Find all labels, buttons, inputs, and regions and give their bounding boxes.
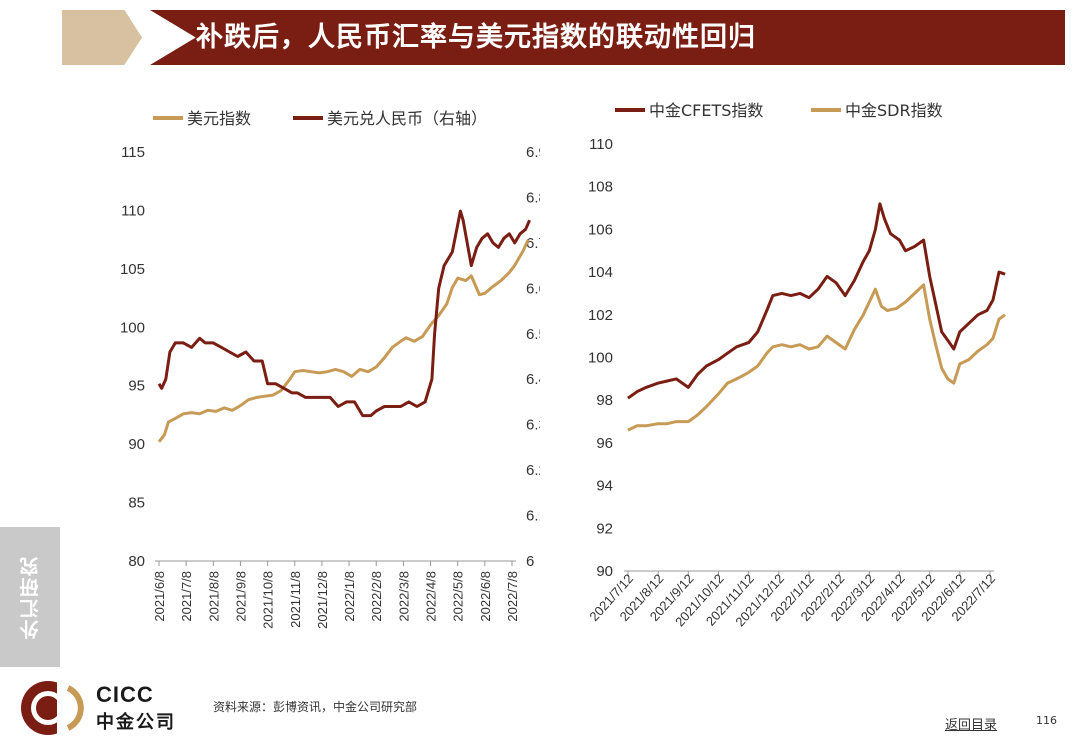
y-right-tick-label: 6.6 — [526, 280, 540, 297]
legend-label: 中金SDR指数 — [845, 101, 943, 120]
y-tick-label: 110 — [121, 202, 145, 219]
y-tick-label: 115 — [121, 144, 145, 161]
y-tick-label: 110 — [589, 136, 613, 153]
x-tick-label: 2021/6/8 — [152, 571, 167, 622]
y-tick-label: 94 — [596, 478, 613, 495]
y-tick-label: 100 — [588, 350, 613, 367]
legend-label: 美元兑人民币（右轴） — [327, 109, 487, 128]
y-right-tick-label: 6.1 — [526, 508, 540, 525]
y-axis-left: 80 85 90 95 100 105 110 115 — [120, 144, 145, 570]
side-tab[interactable] — [0, 527, 60, 667]
y-right-tick-label: 6.9 — [526, 144, 540, 161]
series-line-1 — [157, 238, 530, 443]
x-tick-label: 2022/5/8 — [451, 571, 466, 622]
y-tick-label: 90 — [128, 436, 145, 453]
y-tick-label: 90 — [596, 563, 613, 580]
x-tick-label: 2021/9/8 — [233, 571, 248, 622]
y-tick-label: 85 — [128, 495, 145, 512]
x-tick-label: 2021/12/8 — [315, 571, 330, 629]
plot-area — [627, 202, 1006, 432]
series-line-2 — [627, 283, 1006, 432]
title-banner — [150, 10, 1065, 65]
y-tick-label: 80 — [128, 553, 145, 570]
x-tick-label: 2022/6/8 — [478, 571, 493, 622]
y-tick-label: 106 — [588, 221, 613, 238]
y-axis-left: 90 92 94 96 98 100 102 104 106 108 110 — [588, 136, 613, 580]
x-tick-label: 2021/7/8 — [179, 571, 194, 622]
y-tick-label: 100 — [120, 319, 145, 336]
x-axis: 2021/7/122021/8/122021/9/122021/10/12202… — [586, 570, 998, 629]
y-tick-label: 104 — [588, 264, 613, 281]
y-tick-label: 102 — [588, 307, 613, 324]
x-tick-label: 2022/1/8 — [342, 571, 357, 622]
y-right-tick-label: 6.4 — [526, 371, 540, 388]
y-right-tick-label: 6 — [526, 553, 534, 570]
x-tick-label: 2022/3/8 — [396, 571, 411, 622]
page-title: 补跌后，人民币汇率与美元指数的联动性回归 — [196, 22, 756, 53]
y-tick-label: 105 — [120, 261, 145, 278]
page-number: 116 — [1036, 714, 1057, 727]
logo-text-cn: 中金公司 — [96, 712, 176, 733]
x-axis: 2021/6/8 2021/7/8 2021/8/8 2021/9/8 2021/10/… — [152, 560, 520, 629]
y-tick-label: 108 — [588, 179, 613, 196]
chart-legend: 中金CFETS指数 中金SDR指数 — [615, 101, 943, 120]
y-right-tick-label: 6.5 — [526, 326, 540, 343]
chart-legend: 美元指数 美元兑人民币（右轴） — [153, 109, 487, 128]
series-line-2 — [157, 209, 531, 418]
back-to-contents-link[interactable]: 返回目录 — [945, 718, 998, 733]
banner-accent-tab — [62, 10, 142, 65]
y-axis-right: 6 6.1 6.2 6.3 6.4 6.5 6.6 6.7 6.8 6.9 — [526, 144, 540, 570]
y-right-tick-label: 6.8 — [526, 189, 540, 206]
cicc-logo-icon — [21, 681, 91, 735]
y-tick-label: 98 — [596, 392, 613, 409]
x-tick-label: 2022/2/8 — [369, 571, 384, 622]
x-tick-label: 2021/8/8 — [206, 571, 221, 622]
legend-label: 美元指数 — [187, 109, 251, 128]
y-right-tick-label: 6.7 — [526, 235, 540, 252]
x-tick-label: 2022/7/8 — [505, 571, 520, 622]
plot-area — [157, 209, 531, 443]
x-tick-label: 2021/10/8 — [261, 571, 276, 629]
source-note: 资料来源：彭博资讯，中金公司研究部 — [213, 700, 418, 714]
y-right-tick-label: 6.2 — [526, 462, 540, 479]
y-tick-label: 95 — [128, 378, 145, 395]
y-tick-label: 92 — [596, 520, 613, 537]
y-tick-label: 96 — [596, 435, 613, 452]
x-tick-label: 2022/4/8 — [424, 571, 439, 622]
series-line-1 — [627, 202, 1006, 400]
y-right-tick-label: 6.3 — [526, 417, 540, 434]
x-tick-label: 2021/11/8 — [288, 571, 303, 628]
usd-index-vs-usdcny-chart: 美元指数 美元兑人民币（右轴） 80 85 90 95 100 105 110 115 6 6.1… — [120, 109, 540, 629]
cfets-sdr-index-chart: 中金CFETS指数 中金SDR指数 90 92 94 96 98 100 102 104 106 1… — [586, 101, 1006, 629]
legend-label: 中金CFETS指数 — [649, 101, 763, 120]
logo-text-en: CICC — [96, 682, 154, 707]
